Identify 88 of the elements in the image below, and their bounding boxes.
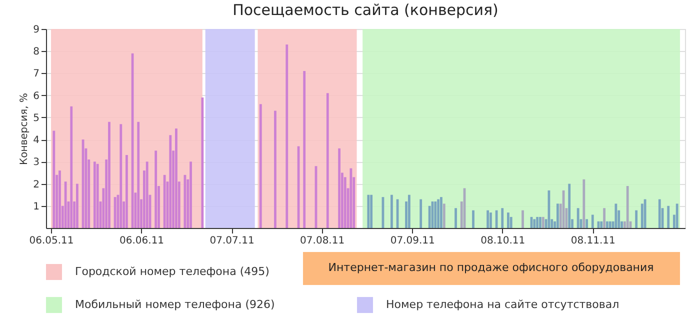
bar (52, 130, 56, 228)
y-axis-title: Конверсия, % (19, 92, 30, 166)
bar (201, 98, 204, 228)
bar (428, 206, 431, 228)
bar (454, 208, 457, 228)
bar (137, 122, 140, 228)
bar (64, 182, 67, 228)
text: Интернет-магазин по продаже офисного оборудования (328, 261, 654, 274)
bar (510, 216, 512, 228)
bar (190, 162, 192, 228)
x-tick-label: 07.07.11 (210, 236, 254, 246)
bar (536, 216, 539, 228)
legend-label: Городской номер телефона (495) (75, 265, 270, 278)
bar (370, 194, 373, 228)
bar (658, 199, 661, 228)
x-tick-label: 08.10.11 (480, 236, 526, 246)
bar (533, 219, 536, 228)
bar (434, 201, 437, 228)
y-tick-label: 7 (33, 68, 40, 80)
bar (70, 106, 73, 228)
x-tick-label: 06.05.11 (29, 236, 74, 246)
bar (440, 197, 442, 228)
bar (606, 221, 608, 228)
bar (326, 93, 329, 228)
bar (96, 164, 99, 228)
bar (58, 170, 61, 228)
y-tick-label: 1 (33, 201, 40, 212)
bar (490, 212, 492, 228)
y-tick-label: 3 (33, 157, 40, 168)
x-tick-label: 06.06.11 (120, 236, 164, 246)
bar (576, 208, 580, 228)
bar (390, 194, 393, 228)
bar (154, 150, 158, 228)
y-tick-label: 4 (33, 135, 40, 146)
bar (635, 210, 638, 228)
bar (274, 110, 276, 228)
bar (472, 210, 474, 228)
x-tick-label: 07.09.11 (390, 236, 435, 246)
bar (367, 194, 370, 228)
bar (114, 197, 116, 228)
bar (539, 216, 542, 228)
bar (614, 204, 618, 228)
bar (350, 168, 352, 228)
bar (437, 199, 440, 228)
bar (126, 155, 128, 228)
chart-title: Посещаемость сайта (конверсия) (232, 1, 498, 19)
bar (568, 184, 571, 228)
y-tick-label: 8 (33, 46, 40, 58)
bar (169, 135, 172, 228)
bar (175, 128, 178, 228)
bar (108, 122, 110, 228)
bar (582, 179, 586, 228)
bar (146, 162, 148, 228)
bar (522, 210, 524, 228)
bar (286, 44, 288, 228)
bar (420, 199, 422, 228)
y-tick-label: 9 (33, 24, 40, 36)
y-tick-label: 6 (33, 90, 40, 102)
bar (586, 219, 588, 228)
bar (442, 204, 446, 228)
bar (603, 208, 606, 228)
bar (644, 199, 646, 228)
y-tick-label: 2 (33, 179, 40, 190)
bar (556, 204, 559, 228)
bar (259, 104, 262, 228)
bar (408, 194, 410, 228)
bar (542, 216, 544, 228)
legend-label: Мобильный номер телефона (926) (75, 298, 275, 311)
bar (640, 204, 644, 228)
bar (667, 206, 670, 228)
bar (163, 174, 166, 228)
bar (486, 210, 490, 228)
legend-label: Номер телефона на сайте отсутствовал (386, 298, 620, 311)
bar (600, 221, 603, 228)
x-tick-label: 07.08.11 (300, 236, 345, 246)
bar (93, 162, 96, 228)
bar (626, 186, 629, 228)
y-tick-label: 5 (33, 112, 40, 124)
bar (303, 71, 306, 228)
bar (506, 212, 510, 228)
x-tick-label: 08.11.11 (570, 236, 616, 246)
bar (120, 124, 122, 228)
bar (501, 208, 504, 228)
bar (608, 221, 612, 228)
bar (338, 148, 340, 228)
bar (676, 204, 678, 228)
bar (591, 214, 594, 228)
bar (76, 184, 78, 228)
